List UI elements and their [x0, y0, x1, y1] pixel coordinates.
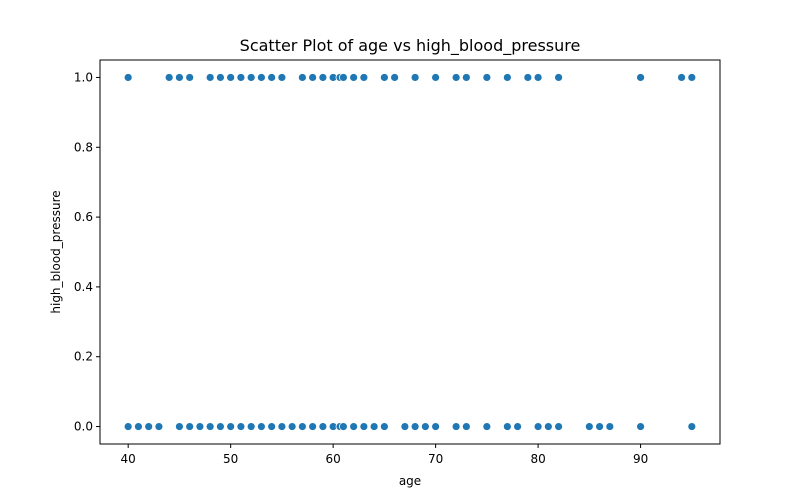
- x-tick-label: 90: [633, 452, 648, 466]
- y-tick-label: 0.8: [74, 140, 93, 154]
- data-point: [461, 73, 471, 82]
- x-axis-label: age: [399, 474, 421, 488]
- data-point: [185, 73, 195, 82]
- data-point: [410, 73, 420, 82]
- y-axis-label: high_blood_pressure: [49, 190, 63, 313]
- data-points: [123, 73, 697, 431]
- data-point: [318, 73, 328, 82]
- data-point: [216, 73, 225, 82]
- y-tick-label: 0.0: [74, 420, 93, 434]
- data-point: [359, 422, 369, 431]
- data-point: [195, 422, 205, 431]
- y-tick-label: 0.2: [74, 350, 93, 364]
- data-point: [205, 422, 215, 431]
- chart-title: Scatter Plot of age vs high_blood_pressu…: [240, 36, 581, 56]
- data-point: [123, 422, 133, 431]
- data-point: [246, 422, 256, 431]
- data-point: [134, 422, 143, 431]
- data-point: [175, 422, 184, 431]
- data-point: [338, 422, 348, 431]
- data-point: [349, 73, 359, 82]
- x-axis-ticks: 40 50 60 70 80 90: [121, 444, 648, 466]
- y-tick-label: 0.6: [74, 210, 93, 224]
- data-point: [246, 73, 256, 82]
- data-point: [236, 422, 246, 431]
- data-point: [595, 422, 604, 431]
- data-point: [256, 422, 266, 431]
- data-point: [338, 73, 348, 82]
- data-point: [175, 73, 184, 82]
- data-point: [164, 73, 174, 82]
- data-point: [318, 422, 328, 431]
- data-point: [431, 73, 441, 82]
- data-point: [605, 422, 615, 431]
- x-tick-label: 70: [428, 452, 443, 466]
- data-point: [144, 422, 154, 431]
- data-point: [216, 422, 225, 431]
- data-point: [226, 422, 236, 431]
- data-point: [154, 422, 164, 431]
- y-tick-label: 1.0: [74, 70, 93, 84]
- data-point: [533, 422, 543, 431]
- data-point: [482, 73, 492, 82]
- data-point: [513, 422, 522, 431]
- data-point: [379, 422, 389, 431]
- data-point: [677, 73, 686, 82]
- data-point: [523, 73, 533, 82]
- data-point: [390, 73, 400, 82]
- data-point: [379, 73, 389, 82]
- data-point: [482, 422, 492, 431]
- data-point: [554, 73, 563, 82]
- data-point: [502, 422, 512, 431]
- data-point: [297, 422, 307, 431]
- data-point: [359, 73, 369, 82]
- data-point: [400, 422, 410, 431]
- data-point: [420, 422, 430, 431]
- data-point: [636, 422, 645, 431]
- data-point: [205, 73, 215, 82]
- data-point: [287, 422, 297, 431]
- data-point: [297, 73, 307, 82]
- y-axis-ticks: 0.0 0.2 0.4 0.6 0.8 1.0: [74, 70, 100, 434]
- data-point: [185, 422, 195, 431]
- data-point: [369, 422, 379, 431]
- data-point: [533, 73, 543, 82]
- data-point: [308, 73, 318, 82]
- data-point: [584, 422, 594, 431]
- data-point: [123, 73, 133, 82]
- y-tick-label: 0.4: [74, 280, 93, 294]
- data-point: [410, 422, 420, 431]
- data-point: [236, 73, 246, 82]
- data-point: [687, 422, 697, 431]
- data-point: [349, 422, 359, 431]
- data-point: [256, 73, 266, 82]
- x-tick-label: 60: [325, 452, 340, 466]
- data-point: [277, 73, 287, 82]
- data-point: [687, 73, 697, 82]
- data-point: [226, 73, 236, 82]
- data-point: [308, 422, 318, 431]
- data-point: [554, 422, 563, 431]
- x-tick-label: 80: [530, 452, 545, 466]
- data-point: [543, 422, 553, 431]
- data-point: [267, 73, 277, 82]
- data-point: [451, 422, 461, 431]
- x-tick-label: 40: [121, 452, 136, 466]
- data-point: [277, 422, 287, 431]
- x-tick-label: 50: [223, 452, 238, 466]
- data-point: [636, 73, 645, 82]
- data-point: [502, 73, 512, 82]
- data-point: [461, 422, 471, 431]
- plot-frame: [99, 59, 721, 445]
- data-point: [431, 422, 441, 431]
- data-point: [267, 422, 277, 431]
- data-point: [451, 73, 461, 82]
